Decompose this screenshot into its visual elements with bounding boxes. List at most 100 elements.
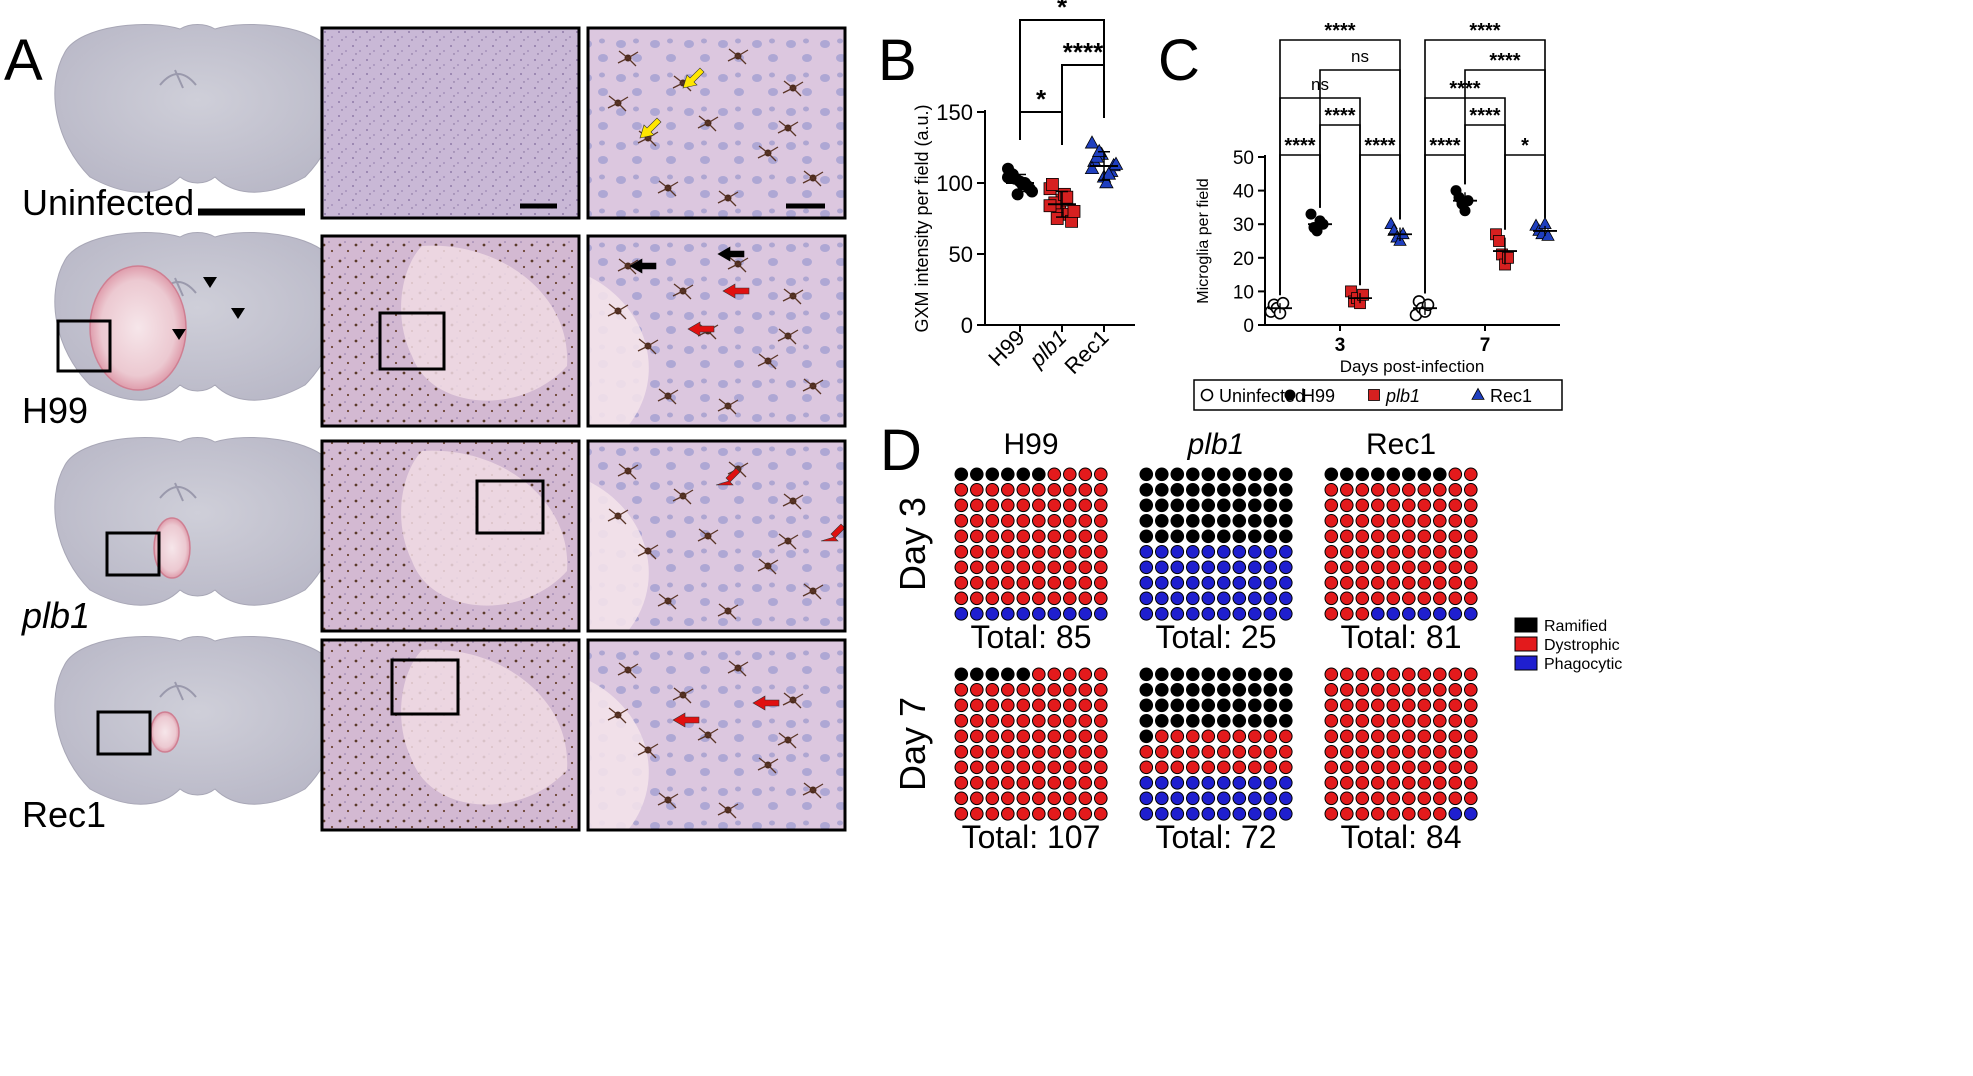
waffle-dot: [1032, 760, 1046, 775]
waffle-dot: [985, 498, 1000, 513]
waffle-dot: [1032, 745, 1046, 759]
waffle-dot: [1340, 514, 1354, 528]
processes: [782, 288, 804, 305]
waffle-dot: [1078, 467, 1093, 482]
arrowhead-marker: [231, 308, 245, 319]
x-axis-title: Days post-infection: [1340, 357, 1485, 376]
waffle-dot: [1248, 776, 1262, 790]
waffle-dot: [1001, 698, 1015, 713]
waffle-dot: [954, 529, 969, 544]
waffle-dot: [1433, 683, 1447, 697]
waffle-dot: [1448, 498, 1463, 513]
waffle-dot: [1402, 483, 1416, 497]
y-tick-label: 50: [1233, 148, 1254, 169]
waffle-dot: [1032, 576, 1046, 590]
waffle-dot: [1324, 591, 1339, 606]
y-tick-label: 0: [961, 313, 973, 338]
waffle-dot: [1139, 467, 1154, 482]
waffle-dot: [1139, 545, 1154, 559]
waffle-dot: [1248, 760, 1262, 775]
zoom-box: [56, 319, 112, 373]
waffle-dot: [1170, 514, 1185, 528]
total-label: Total: 72: [1156, 819, 1277, 855]
waffle-dot: [1371, 514, 1385, 528]
waffle-dot: [1217, 529, 1231, 544]
waffle-dot: [1139, 667, 1154, 682]
microglia-cell: [617, 258, 639, 275]
waffle-dot: [1047, 483, 1062, 497]
waffle-dot: [1464, 498, 1478, 513]
waffle-dot: [1201, 498, 1216, 513]
legend-label: Phagocytic: [1544, 656, 1622, 673]
waffle-dot: [1386, 791, 1401, 806]
waffle-dot: [1386, 560, 1401, 575]
waffle-dot: [1433, 560, 1447, 575]
waffle-dot: [970, 607, 984, 621]
waffle-grid: Total: 85: [954, 467, 1108, 655]
waffle-dot: [1355, 776, 1370, 790]
arrowhead-marker: [172, 329, 186, 340]
waffle-dot: [1386, 467, 1401, 482]
waffle-dot: [970, 667, 984, 682]
waffle-dot: [1201, 776, 1216, 790]
waffle-dot: [1032, 807, 1046, 821]
legend-marker: [1471, 387, 1485, 400]
waffle-dot: [1417, 729, 1432, 744]
waffle-grid: Total: 84: [1324, 667, 1478, 855]
waffle-dot: [1386, 729, 1401, 744]
waffle-dot: [1386, 807, 1401, 821]
waffle-dot: [1232, 576, 1247, 590]
waffle-dot: [1232, 560, 1247, 575]
waffle-dot: [1170, 714, 1185, 728]
significance-label: ns: [1351, 47, 1369, 66]
waffle-dot: [1139, 729, 1154, 744]
waffle-dot: [1371, 698, 1385, 713]
waffle-dot: [1094, 698, 1108, 713]
waffle-dot: [1232, 498, 1247, 513]
processes: [607, 508, 629, 525]
waffle-dot: [1001, 776, 1015, 790]
waffle-dot: [1263, 776, 1278, 790]
waffle-dot: [1047, 607, 1062, 621]
data-point: [1357, 288, 1369, 301]
waffle-dot: [1094, 714, 1108, 728]
waffle-dot: [1355, 560, 1370, 575]
waffle-dot: [954, 498, 969, 513]
waffle-dot: [970, 729, 984, 744]
processes: [617, 463, 639, 480]
microglia-cell: [697, 115, 719, 132]
waffle-dot: [1201, 667, 1216, 682]
waffle-dot: [1433, 729, 1447, 744]
waffle-dot: [1433, 667, 1447, 682]
microglia-cell: [802, 782, 824, 799]
waffle-dot: [1047, 776, 1062, 790]
significance-bracket: [1319, 69, 1401, 220]
waffle-dot: [1433, 607, 1447, 621]
waffle-dot: [970, 776, 984, 790]
row-uninfected: Uninfected: [22, 24, 847, 223]
waffle-dot: [1047, 529, 1062, 544]
data-point: [1043, 199, 1057, 213]
waffle-dot: [1139, 591, 1154, 606]
waffle-dot: [1201, 729, 1216, 744]
waffle-dot: [1001, 545, 1015, 559]
total-value: 72: [1241, 819, 1277, 855]
processes: [777, 732, 799, 749]
waffle-grid: Total: 25: [1139, 467, 1293, 655]
waffle-dot: [1032, 467, 1046, 482]
waffle-dot: [1232, 514, 1247, 528]
microglia-cell: [757, 353, 779, 370]
waffle-dot: [1139, 514, 1154, 528]
processes: [607, 707, 629, 724]
waffle-dot: [1402, 807, 1416, 821]
waffle-dot: [1248, 607, 1262, 621]
waffle-dot: [1201, 576, 1216, 590]
lesion-area: [401, 649, 568, 805]
image-frame: [586, 638, 847, 832]
waffle-dot: [1464, 745, 1478, 759]
waffle-dot: [1464, 683, 1478, 697]
waffle-dot: [1279, 560, 1293, 575]
processes: [757, 558, 779, 575]
waffle-dot: [1078, 498, 1093, 513]
